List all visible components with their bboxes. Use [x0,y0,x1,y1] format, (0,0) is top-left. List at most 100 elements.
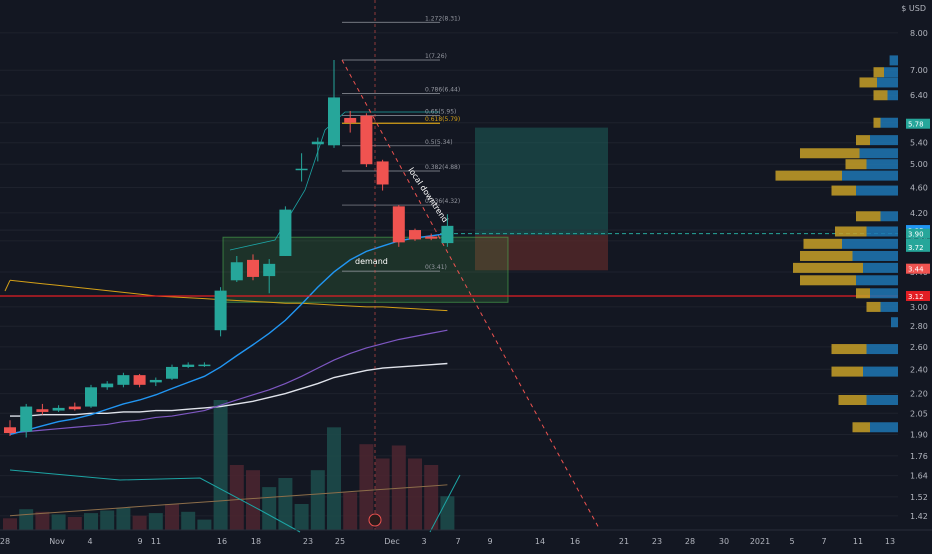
volume-bar [67,517,82,530]
candle-body[interactable] [149,379,162,383]
candle-body[interactable] [247,259,259,277]
candle-body[interactable] [441,225,454,244]
volume-bar [35,511,50,530]
fib-level-label: 0.236(4.32) [425,198,460,205]
candle-body[interactable] [360,115,373,165]
candle-body[interactable] [392,206,405,243]
ma-yellow-extension [4,280,11,292]
envelope-line [229,111,440,251]
candle-body[interactable] [4,427,16,434]
volume-profile-down [800,275,856,286]
volume-profile-down [873,67,884,78]
fib-level-label: 1.272(8.31) [425,15,460,22]
x-axis-tick-label: 16 [217,537,227,546]
x-axis-tick-label: Dec [384,537,399,546]
candle-body[interactable] [20,406,33,432]
y-axis-tick-label: 1.76 [910,452,928,461]
candle-body[interactable] [68,406,81,410]
volume-profile-down [793,262,863,273]
y-axis-tick-label: 8.00 [910,29,928,38]
volume-profile-down [873,90,888,101]
y-axis-tick-label: 1.90 [910,431,928,440]
volume-profile-up [880,301,898,312]
y-axis-tick-label: 3.00 [910,303,928,312]
volume-bar [181,511,196,530]
demand-zone-label: demand [355,257,388,266]
target-zone[interactable] [475,127,608,236]
volume-bar [197,519,212,530]
volume-profile-up [856,185,898,196]
fib-level-label: 0.65(5.95) [425,109,456,116]
candle-body[interactable] [214,290,227,331]
x-axis-tick-label: 18 [251,537,261,546]
price-tag-label: 3.90 [908,231,924,239]
stop-zone[interactable] [475,235,608,271]
y-axis-tick-label: 2.80 [910,322,928,331]
volume-profile-down [856,211,881,222]
volume-bar [132,515,147,530]
volume-profile-up [891,317,898,328]
x-axis-tick-label: 4 [87,537,92,546]
volume-profile-down [800,148,860,159]
volume-profile-down [831,185,856,196]
price-tag-label: 3.44 [908,266,924,274]
downtrend-line[interactable] [341,59,601,531]
x-axis-tick-label: 11 [151,537,161,546]
volume-profile-up [852,250,898,261]
x-axis-tick-label: 21 [619,537,629,546]
candle-body[interactable] [52,407,65,411]
candle-body[interactable] [425,236,438,239]
earnings-event-marker[interactable] [368,513,382,527]
volume-bar [100,510,115,530]
candle-body[interactable] [85,387,97,407]
x-axis-tick-label: 23 [652,537,662,546]
x-axis-tick-label: 3 [421,537,426,546]
volume-bar [3,518,17,530]
candle-body[interactable] [409,230,421,240]
candle-body[interactable] [101,383,114,388]
x-axis-tick-label: Nov [49,537,65,546]
candle-body[interactable] [376,161,389,185]
candle-body[interactable] [311,141,324,145]
candle-body[interactable] [198,364,211,367]
volume-profile-up [866,344,898,355]
x-axis-tick-label: 28 [685,537,695,546]
volume-bar [440,496,455,530]
volume-profile-up [884,67,898,78]
volume-profile-up [870,422,898,433]
y-axis-tick-label: 5.40 [910,139,928,148]
candle-body[interactable] [344,117,357,123]
candle-body[interactable] [295,168,308,171]
candle-body[interactable] [166,366,178,379]
fib-level-label: 0.786(6.44) [425,87,460,94]
candle-body[interactable] [279,209,292,256]
candle-body[interactable] [133,375,146,385]
x-axis-tick-label: 5 [789,537,794,546]
price-tag [906,228,930,239]
volume-oscillator-line [9,469,461,533]
candle-body[interactable] [263,263,276,277]
price-tag [906,241,930,252]
volume-profile-up [866,394,898,405]
volume-profile-up [859,148,898,159]
y-axis-tick-label: 1.64 [910,472,928,481]
volume-bar [359,444,374,530]
volume-profile-up [863,262,898,273]
volume-bar [278,478,293,530]
candle-body[interactable] [36,409,49,412]
price-tag-label: 3.12 [908,293,924,301]
volume-profile-up [877,77,898,88]
candle-body[interactable] [230,262,243,281]
price-tag [906,118,930,129]
candle-body[interactable] [182,364,195,367]
ma-yellow-line [9,279,448,312]
candle-body[interactable] [328,97,340,146]
volume-profile-down [859,77,877,88]
x-axis-tick-label: 9 [487,537,492,546]
y-axis-tick-label: 5.00 [910,160,928,169]
x-axis-tick-label: 2021 [750,537,770,546]
currency-label: $ USD [901,4,926,13]
candle-body[interactable] [117,375,130,385]
